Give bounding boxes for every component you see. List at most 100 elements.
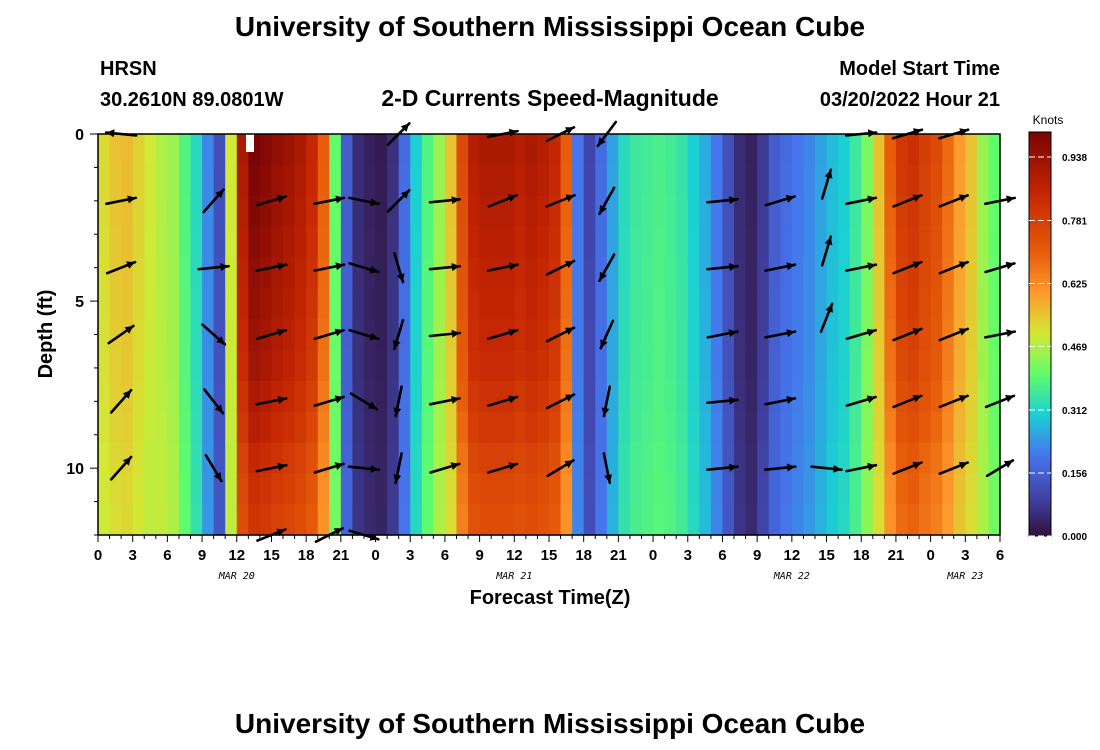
heatmap-cell [861,288,874,320]
heatmap-cell [167,134,180,166]
heatmap-cell [433,164,446,197]
heatmap-cell [884,134,897,166]
heatmap-cell [803,380,816,413]
heatmap-cell [502,473,515,505]
heatmap-cell [306,442,319,474]
heatmap-cell [421,226,434,258]
heatmap-cell [884,349,897,382]
heatmap-cell [745,226,758,258]
heatmap-cell [641,380,654,413]
heatmap-cell [757,473,770,505]
heatmap-cell [121,164,134,197]
heatmap-cell [121,349,134,382]
heatmap-cell [814,257,828,289]
heatmap-cell [895,442,909,474]
heatmap-cell [236,411,249,444]
heatmap-cell [468,134,481,166]
heatmap-cell [433,288,446,320]
heatmap-cell [572,226,585,258]
heatmap-cell [259,164,273,197]
heatmap-cell [757,164,770,197]
vector-head [450,462,460,470]
heatmap-cell [791,195,805,228]
heatmap-cell [340,195,354,228]
heatmap-cell [768,134,781,166]
heatmap-cell [363,473,377,505]
heatmap-cell [167,319,180,351]
heatmap-cell [144,164,157,197]
heatmap-cell [988,164,1001,197]
heatmap-cell [849,226,862,258]
vector-head [335,262,344,271]
current-vector [598,186,616,216]
heatmap-cell [144,319,157,351]
heatmap-cell [178,349,192,382]
heatmap-cell [317,226,330,258]
heatmap-cell [340,380,354,413]
heatmap-cell [398,473,411,505]
heatmap-cell [433,380,446,413]
heatmap-cell [213,504,226,536]
heatmap-cell [895,380,909,413]
heatmap-cell [236,288,249,320]
footer-title: University of Southern Mississippi Ocean… [235,708,865,739]
vector-head [333,528,343,536]
heatmap-cell [155,411,168,444]
heatmap-cell [236,195,249,228]
heatmap-cell [178,504,192,536]
heatmap-cell [965,257,978,289]
heatmap-cell [537,442,550,474]
heatmap-cell [942,319,955,351]
vector-head [334,462,344,470]
heatmap-cell [641,349,654,382]
heatmap-cell [861,411,874,444]
vector-head [277,462,287,471]
heatmap-cell [144,195,157,228]
page-title: University of Southern Mississippi Ocean… [235,11,865,42]
current-vector [938,194,970,208]
heatmap-cell [687,195,700,228]
heatmap-cell [849,380,862,413]
heatmap-cell [98,164,111,197]
heatmap-cell [895,226,909,258]
heatmap-cell [907,319,920,351]
heatmap-cell [491,226,504,258]
heatmap-cell [838,134,851,166]
vector-head [604,474,613,483]
vector-head [122,457,132,466]
heatmap-cell [132,164,145,197]
heatmap-cell [502,257,515,289]
heatmap-cell [757,226,770,258]
heatmap-cell [121,319,134,351]
heatmap-cell [653,164,666,197]
heatmap-cell [965,411,978,444]
heatmap-cell [352,473,365,505]
x-tick-label: 3 [406,547,414,564]
heatmap-cell [965,442,978,474]
heatmap-cell [236,226,249,258]
heatmap-cell [479,164,492,197]
heatmap-cell [629,195,643,228]
station-name: HRSN [100,58,157,80]
heatmap-cell [271,288,284,320]
heatmap-cell [202,226,215,258]
heatmap-cell [583,134,596,166]
heatmap-cell [919,442,932,474]
current-vector [706,196,739,205]
vector-head [824,236,833,246]
heatmap-cell [803,195,816,228]
heatmap-cell [976,411,990,444]
heatmap-cell [248,380,261,413]
heatmap-cell [595,504,608,536]
heatmap-cell [641,195,654,228]
heatmap-cell [537,164,550,197]
heatmap-cell [213,226,226,258]
station-coords: 30.2610N 89.0801W [100,89,284,111]
heatmap-cell [549,257,562,289]
heatmap-cell [965,319,978,351]
heatmap-cell [132,504,145,536]
heatmap-cell [722,504,735,536]
heatmap-cell [306,164,319,197]
heatmap-cell [618,288,631,320]
heatmap-cell [283,349,296,382]
